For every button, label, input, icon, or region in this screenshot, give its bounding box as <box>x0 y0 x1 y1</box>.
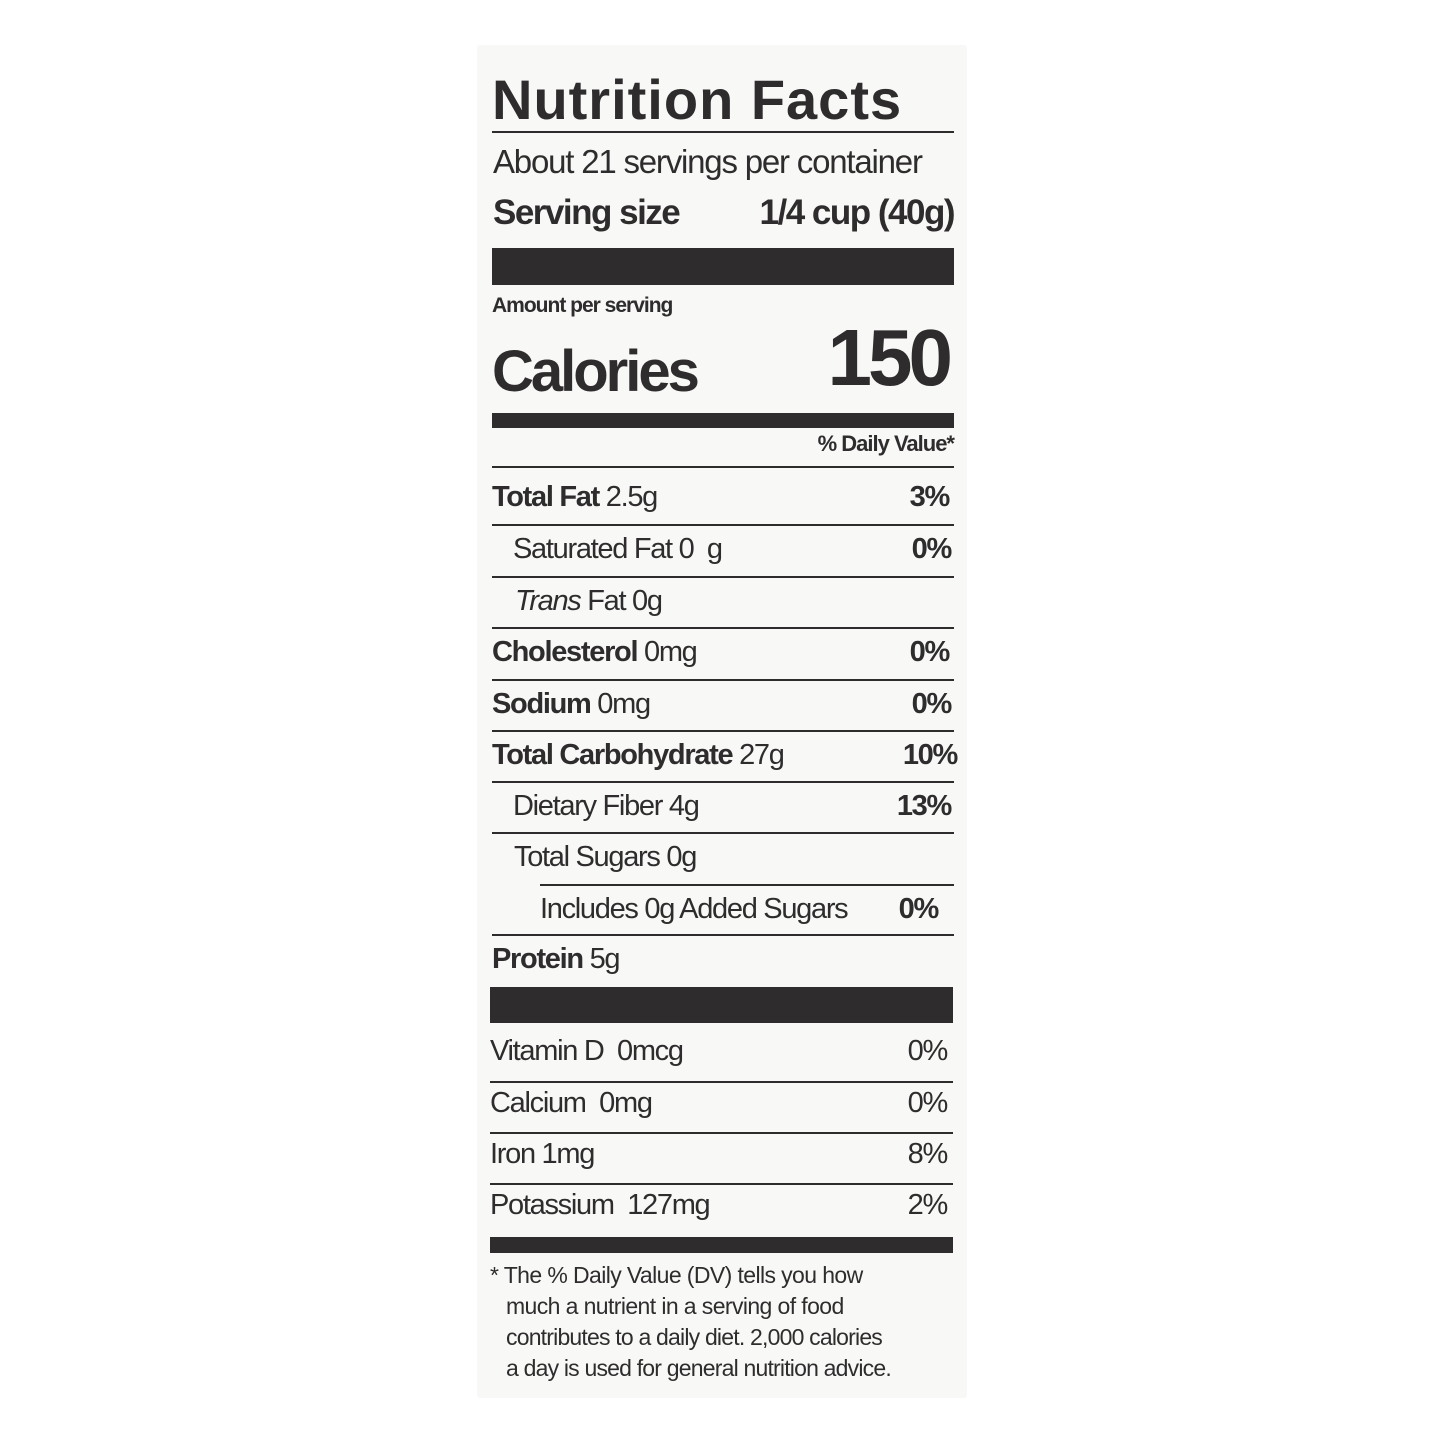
nutrient-dv: 3% <box>909 481 951 513</box>
nutrient-name: Total Sugars <box>514 841 661 873</box>
thick-bar <box>492 248 954 285</box>
footnote-line: much a nutrient in a serving of food <box>506 1293 844 1319</box>
vitamin-dv: 2% <box>907 1189 949 1221</box>
vitamin-dv: 8% <box>907 1138 949 1170</box>
vitamin-name: Iron <box>490 1138 536 1170</box>
divider <box>540 884 954 886</box>
divider <box>492 679 954 681</box>
vitamin-amount: 0mg <box>599 1087 653 1119</box>
nutrient-amount: 0 g <box>678 533 723 565</box>
divider <box>492 934 954 936</box>
footnote-line: a day is used for general nutrition advi… <box>506 1355 892 1381</box>
vitamin-amount: 127mg <box>627 1189 710 1221</box>
nutrient-dv: 0% <box>911 533 953 565</box>
divider <box>492 524 954 526</box>
nutrient-amount: 0mg <box>597 688 651 720</box>
nutrient-dv: 0% <box>898 893 940 925</box>
nutrient-name: Total Fat <box>492 481 600 513</box>
vitamin-amount: 1mg <box>541 1138 596 1170</box>
nutrient-name: Protein <box>492 943 584 975</box>
amount-per-serving: Amount per serving <box>492 294 673 317</box>
divider <box>490 1183 953 1185</box>
nutrient-name: Sodium <box>492 688 592 720</box>
servings-per-container: About 21 servings per container <box>493 143 923 180</box>
nutrient-name: Cholesterol <box>492 636 639 668</box>
divider <box>492 576 954 578</box>
nutrient-amount: 27g <box>739 739 785 771</box>
vitamin-name: Vitamin D <box>490 1035 605 1067</box>
divider <box>492 466 954 468</box>
nutrient-dv: 13% <box>896 790 952 822</box>
vitamin-dv: 0% <box>907 1087 949 1119</box>
footnote-line: contributes to a daily diet. 2,000 calor… <box>506 1324 883 1350</box>
nutrient-amount: 0mg <box>644 636 698 668</box>
vitamin-dv: 0% <box>907 1035 949 1067</box>
divider <box>492 781 954 783</box>
medium-bar <box>492 413 954 428</box>
divider <box>490 1081 953 1083</box>
calories-label: Calories <box>492 339 700 404</box>
footnote-line: * The % Daily Value (DV) tells you how <box>490 1262 863 1288</box>
serving-size-label: Serving size <box>493 193 681 232</box>
nutrient-amount: 0g <box>666 841 697 873</box>
serving-size-value: 1/4 cup (40g) <box>759 193 956 232</box>
daily-value-header: % Daily Value* <box>817 431 955 456</box>
label-title: Nutrition Facts <box>492 68 903 131</box>
nutrient-amount: 5g <box>589 943 621 975</box>
nutrient-name: Saturated Fat <box>513 533 673 565</box>
nutrient-name: Dietary Fiber <box>513 790 663 822</box>
nutrient-amount: 4g <box>668 790 700 822</box>
nutrient-amount: 2.5g <box>605 481 659 513</box>
divider <box>492 730 954 732</box>
nutrient-dv: 0% <box>911 688 953 720</box>
nutrient-dv: 10% <box>902 739 958 771</box>
vitamin-name: Calcium <box>490 1087 587 1119</box>
nutrient-name-suffix: Fat <box>587 585 626 617</box>
nutrient-name: Includes 0g Added Sugars <box>540 893 849 925</box>
vitamin-amount: 0mcg <box>617 1035 684 1067</box>
nutrient-name: Total Carbohydrate <box>492 739 734 771</box>
divider <box>492 627 954 629</box>
nutrient-name: Trans <box>515 585 582 617</box>
nutrient-dv: 0% <box>909 636 951 668</box>
divider <box>490 1132 953 1134</box>
thick-bar <box>490 987 953 1023</box>
nutrient-amount: 0g <box>632 585 663 617</box>
divider <box>492 832 954 834</box>
medium-bar <box>490 1237 953 1253</box>
calories-value: 150 <box>827 313 954 402</box>
vitamin-name: Potassium <box>490 1189 615 1221</box>
divider <box>492 131 954 133</box>
